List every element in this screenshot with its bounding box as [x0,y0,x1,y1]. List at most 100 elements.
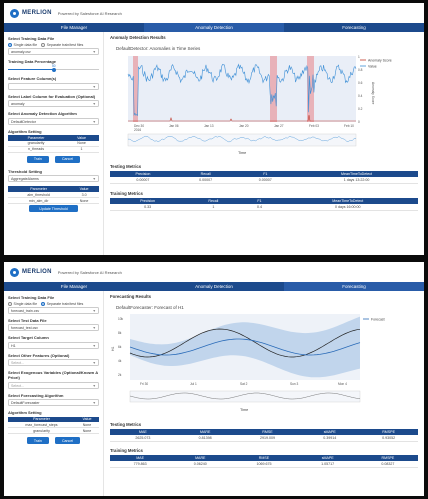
y-ticks: 10k 8k 6k 4k 2k [118,317,124,377]
training-metrics-title: Training Metrics [110,191,143,196]
anomaly-plot[interactable]: Anomaly Score Value 1 0.8 0.6 0.4 0.2 0 … [110,52,410,162]
tagline: Powered by Salesforce AI Research [57,269,122,275]
app-header: MERLION Powered by Salesforce AI Researc… [4,3,424,23]
feature-columns-select[interactable]: ▼ [8,82,99,90]
x-tick-label: Fri 30 [140,382,148,386]
confidence-band [130,316,360,378]
results-area: Anomaly Detection Results DefaultDetecto… [104,32,424,255]
training-file-select[interactable]: anomaly.csv ▼ [8,47,99,55]
algorithm-label: Select Anomaly Detection Algorithm [8,111,77,116]
radio-single-file[interactable]: Single data file [8,301,37,306]
tab-anomaly-detection[interactable]: Anomaly Detection [144,23,284,32]
results-title: Forecasting Results [110,294,152,299]
forecasting-screenshot: MERLION Powered by Salesforce AI Researc… [4,262,424,496]
x-tick-label: Jul 1 [190,382,197,386]
cancel-button[interactable]: Cancel [54,437,81,445]
chevron-down-icon: ▼ [92,49,96,54]
exogenous-select[interactable]: Select... ▼ [8,381,99,389]
training-percentage-slider[interactable]: 50 [8,64,99,72]
y-tick-label: 4k [118,359,122,363]
algorithm-select[interactable]: DefaultForecaster ▼ [8,399,99,406]
right-y-ticks: 1 0.8 0.6 0.4 0.2 0 [358,55,363,124]
sidebar: Select Training Data File Single data fi… [4,32,104,255]
main-tabs: File Manager Anomaly Detection Forecasti… [4,23,424,32]
table-row: granularity None [8,140,99,147]
label-column-select[interactable]: anomaly ▼ [8,100,99,107]
training-file-label: Select Training Data File [8,295,55,300]
training-file-select[interactable]: forecast_train.csv ▼ [8,306,99,314]
radio-separate-files[interactable]: Separate train/test files [41,301,83,306]
train-button[interactable]: Train [26,437,49,445]
radio-unchecked-icon [41,42,46,47]
plot-title: DefaultForecaster: Forecast of H1 [116,305,184,310]
tab-file-manager[interactable]: File Manager [60,284,88,289]
tab-forecasting[interactable]: Forecasting [342,25,366,30]
threshold-select[interactable]: AggregateAlarms ▼ [8,175,99,183]
table-row: 0.33 1 0.4 0 days 16:00:00 [110,204,418,211]
right-axis-title: Anomaly Score [371,82,375,105]
legend-value: Value [368,65,377,69]
table-row: granularity None [8,427,99,435]
range-slider-series [129,392,361,400]
merlion-logo: MERLION [10,267,52,277]
y-tick-label: 2k [118,373,122,377]
app-header: MERLION Powered by Salesforce AI Researc… [4,262,424,282]
x-tick-label: Mon 4 [338,382,347,386]
y-tick-label: 0.4 [358,94,363,98]
radio-separate-files[interactable]: Separate train/test files [41,42,83,47]
cancel-button[interactable]: Cancel [54,155,81,163]
target-column-select[interactable]: H1 ▼ [8,341,99,349]
training-metrics-table: Precision Recall F1 MeanTimeToDetect 0.3… [110,198,418,211]
algorithm-select[interactable]: DefaultDetector ▼ [8,117,99,125]
update-threshold-button[interactable]: Update Threshold [29,205,78,213]
x-axis-title: Time [238,151,246,155]
file-mode-radio-group: Single data file Separate train/test fil… [8,301,99,306]
other-features-select[interactable]: Select... ▼ [8,359,99,366]
anomaly-score-line [128,114,356,122]
forecast-plot[interactable]: Forecast 10k 8k 6k 4k 2k H1 Fri 30 Jul 1… [110,311,410,419]
range-slider[interactable] [129,390,361,403]
value-header: Value [69,186,99,193]
slider-thumb[interactable] [52,67,56,72]
tab-forecasting[interactable]: Forecasting [284,282,424,291]
y-tick-label: 8k [118,331,122,335]
x-tick-year: 2016 [134,128,141,132]
x-tick-label: Feb 03 [309,124,319,128]
range-slider[interactable] [127,133,357,147]
table-row: max_forecast_steps None [8,422,99,429]
test-file-label: Select Test Data File [8,317,47,323]
anomaly-region [133,56,138,122]
testing-metrics-table: Precision Recall F1 MeanTimeToDetect 0.0… [110,171,418,184]
radio-unchecked-icon [8,301,12,306]
table-row: 2625.073 0.81398 2919.009 0.39914 0.9305… [110,435,418,442]
merlion-logo-icon [10,8,19,18]
param-header: Parameter [8,186,70,193]
training-percentage-label: Training Data Percentage [8,58,57,64]
chevron-down-icon: ▼ [92,383,96,388]
main-tabs: File Manager Anomaly Detection Forecasti… [4,282,424,291]
value-header: Value [64,135,99,141]
value-header: Value [75,416,99,423]
tab-file-manager[interactable]: File Manager [60,25,88,30]
x-axis-title: Time [240,408,248,412]
training-metrics-title: Training Metrics [110,448,143,453]
algorithm-param-table: Parameter Value max_forecast_steps None gr… [8,416,99,435]
slider-value: 50 [52,64,56,68]
y-tick-label: 0.6 [358,81,363,85]
other-features-label: Select Other Features (Optional) [8,352,70,358]
tab-anomaly-detection[interactable]: Anomaly Detection [195,284,233,289]
algorithm-setting-label: Algorithm Setting [8,410,42,415]
table-row: n_threads 1 [8,146,99,153]
exogenous-label: Select Exogenous Variables (Optional/Kno… [8,370,98,380]
radio-single-file[interactable]: Single data file [8,42,37,47]
chevron-down-icon: ▼ [92,177,96,182]
chevron-down-icon: ▼ [92,361,96,365]
radio-checked-icon [8,42,12,47]
test-file-select[interactable]: forecast_test.csv ▼ [8,324,99,331]
forecast-series-line [129,338,361,356]
legend-forecast: Forecast [371,318,385,322]
train-button[interactable]: Train [26,155,49,163]
algorithm-setting-label: Algorithm Setting [8,128,42,134]
x-ticks: Fri 30 Jul 1 Sat 2 Sun 3 Mon 4 [140,382,347,386]
chevron-down-icon: ▼ [92,119,96,124]
